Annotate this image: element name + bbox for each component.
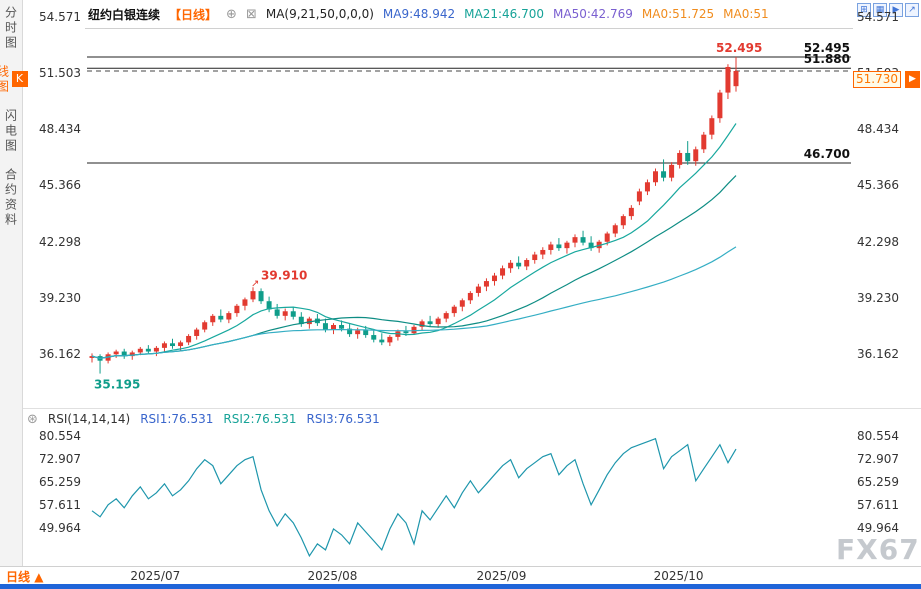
rsi-axis-label-right: 72.907 xyxy=(857,451,899,466)
rsi-axis-label-left: 72.907 xyxy=(39,451,81,466)
period-up-arrow-icon: ▲ xyxy=(34,570,44,584)
x-axis-label: 2025/08 xyxy=(307,569,358,583)
rsi-axis-label-right: 57.611 xyxy=(857,497,899,512)
price-axis-label-left: 48.434 xyxy=(39,122,81,137)
rsi-axis-label-left: 80.554 xyxy=(39,429,81,443)
price-axis-label-left: 36.162 xyxy=(39,346,81,361)
rsi-title: RSI(14,14,14) xyxy=(47,412,131,426)
level-price-label: 52.495 xyxy=(803,40,850,55)
sidebar-tab-contract-info[interactable]: 合约资料 xyxy=(3,168,18,228)
price-axis-label-right: 48.434 xyxy=(857,122,899,137)
ma9-value: MA9:48.942 xyxy=(382,7,456,21)
price-axis-label-right: 39.230 xyxy=(857,290,899,305)
high-price-marker: 52.495 xyxy=(716,40,763,55)
playback-icon[interactable]: ▶ xyxy=(889,3,903,17)
price-axis-label-left: 45.366 xyxy=(39,178,81,193)
rsi-axis-label-left: 65.259 xyxy=(39,474,81,489)
price-axis-label-left: 51.503 xyxy=(39,66,81,81)
svg-text:↗: ↗ xyxy=(251,278,259,289)
price-axis-label-left: 54.571 xyxy=(39,10,81,24)
add-indicator-icon[interactable]: ⊕ xyxy=(226,6,237,22)
period-label: 【日线】 xyxy=(169,7,218,22)
price-axis-label-left: 42.298 xyxy=(39,234,81,249)
ma50-value: MA50:42.769 xyxy=(553,7,633,21)
sidebar-tab-kline-label: 线图 xyxy=(0,65,10,95)
sidebar-tab-timeshare[interactable]: 分时图 xyxy=(3,6,18,51)
x-axis-label: 2025/10 xyxy=(653,569,704,583)
price-annotation: 39.910 xyxy=(261,268,307,282)
rsi-axis-label-right: 80.554 xyxy=(857,429,899,443)
period-tab-label: 日线 xyxy=(6,570,31,584)
rsi-chart-area[interactable] xyxy=(85,430,853,566)
rsi-axis-label-left: 49.964 xyxy=(39,520,81,535)
sidebar-tab-kline[interactable]: K 线图 xyxy=(0,65,28,95)
rsi1-value: RSI1:76.531 xyxy=(140,412,214,426)
rsi-axis-label-right: 49.964 xyxy=(857,520,899,535)
candlestick-chart-canvas[interactable]: 39.910↗ 35.195 xyxy=(85,29,853,405)
symbol-title: 纽约白银连续 xyxy=(88,7,161,22)
chart-legend: 纽约白银连续 【日线】 ⊕ ⊠ MA(9,21,50,0,0,0) MA9:48… xyxy=(88,4,769,24)
kline-badge-icon: K xyxy=(11,70,28,87)
sidebar-tab-lightning[interactable]: 闪电图 xyxy=(3,109,18,154)
ma9-line xyxy=(91,123,737,360)
main-chart-area[interactable]: 39.910 ↗ 35.195 xyxy=(85,28,853,404)
x-axis-row xyxy=(0,566,921,584)
indicator-settings-icon[interactable]: ⊛ xyxy=(27,411,38,427)
price-axis-label-right: 36.162 xyxy=(857,346,899,361)
price-axis-label-left: 39.230 xyxy=(39,290,81,305)
rsi-axis-label-right: 65.259 xyxy=(857,474,899,489)
x-axis-label: 2025/09 xyxy=(476,569,527,583)
ma50-line xyxy=(91,246,737,360)
ma0-value-1: MA0:51.725 xyxy=(641,7,715,21)
chart-type-sidebar: 分时图 K 线图 闪电图 合约资料 xyxy=(0,0,28,566)
price-axis-label-right: 54.571 xyxy=(857,10,899,24)
x-axis-label: 2025/07 xyxy=(130,569,181,583)
jump-to-latest-button[interactable]: ▶ xyxy=(905,71,920,88)
trend-tool-icon[interactable]: ↗ xyxy=(905,3,919,17)
ma0-value-2: MA0:51 xyxy=(723,7,769,21)
level-price-label: 46.700 xyxy=(803,147,850,162)
multi-chart-icon[interactable]: ▦ xyxy=(873,3,887,17)
last-price-tag: 51.730 xyxy=(853,71,901,88)
remove-overlay-icon[interactable]: ⊠ xyxy=(245,6,257,22)
rsi-chart-canvas[interactable] xyxy=(85,430,853,566)
rsi-axis-label-left: 57.611 xyxy=(39,497,81,512)
ma-settings-label: MA(9,21,50,0,0,0) xyxy=(265,7,374,21)
period-tab-daily[interactable]: 日线 ▲ xyxy=(6,568,43,585)
rsi-line xyxy=(91,437,737,558)
watermark: FX678 xyxy=(836,533,921,566)
price-axis-label-right: 42.298 xyxy=(857,234,899,249)
price-annotation: 35.195 xyxy=(94,378,140,392)
chart-toolbar: ⊞ ▦ ▶ ↗ xyxy=(857,3,919,17)
price-axis-label-right: 45.366 xyxy=(857,178,899,193)
rsi-indicator-header: ⊛ RSI(14,14,14) RSI1:76.531 RSI2:76.531 … xyxy=(23,408,921,429)
ma21-value: MA21:46.700 xyxy=(464,7,545,21)
grid-layout-icon[interactable]: ⊞ xyxy=(857,3,871,17)
rsi2-value: RSI2:76.531 xyxy=(223,412,297,426)
candles-group xyxy=(89,56,739,374)
rsi3-value: RSI3:76.531 xyxy=(306,412,380,426)
level-price-label: 51.880 xyxy=(803,52,850,67)
bottom-blue-strip xyxy=(0,584,921,589)
